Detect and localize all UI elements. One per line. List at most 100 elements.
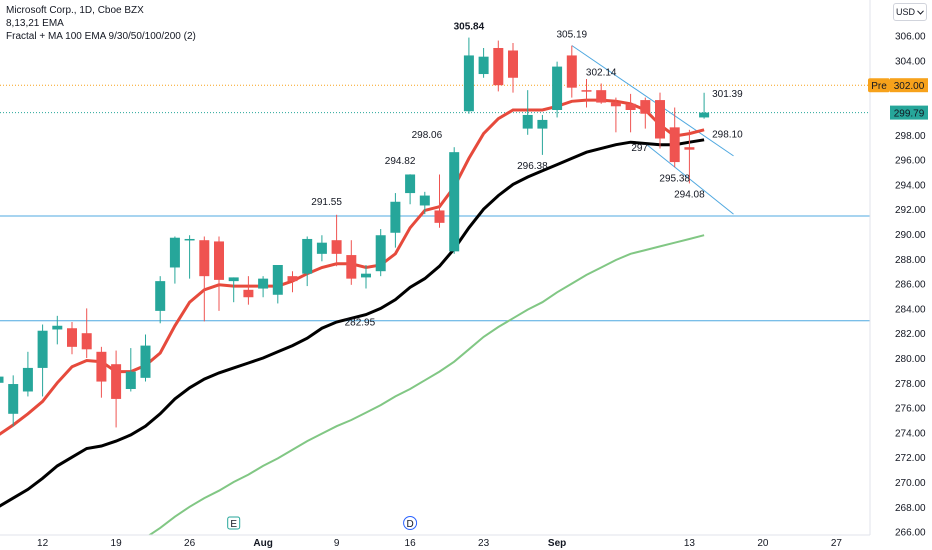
y-tick-label: 292.00: [895, 205, 926, 216]
y-tick-label: 270.00: [895, 478, 926, 489]
candle-body: [552, 66, 563, 110]
candle-body: [52, 325, 63, 330]
candle-body: [478, 56, 489, 75]
candle-body: [111, 364, 122, 399]
y-tick-label: 280.00: [895, 354, 926, 365]
candle: [346, 240, 357, 285]
y-tick-label: 276.00: [895, 404, 926, 415]
price-axis: 266.00 268.00 270.00 272.00 274.00 276.00 278.…: [868, 0, 928, 539]
candle: [258, 276, 269, 298]
candle: [405, 174, 416, 205]
candle: [449, 147, 460, 254]
y-tick-label: 286.00: [895, 280, 926, 291]
candle-body: [316, 242, 327, 254]
candle: [566, 45, 577, 98]
x-tick-label: Sep: [548, 538, 566, 549]
candle: [22, 351, 33, 397]
candle: [140, 334, 151, 382]
x-tick-label: 9: [334, 538, 340, 549]
dividend-marker-label: D: [406, 519, 413, 530]
price-annotation: 294.82: [385, 156, 416, 167]
currency-button[interactable]: USD: [893, 3, 927, 21]
price-annotation: 305.19: [557, 30, 588, 41]
candle: [596, 83, 607, 104]
candle-body: [405, 174, 416, 194]
candle: [684, 129, 695, 184]
candle: [361, 265, 371, 289]
last-price-tag-label: 299.79: [894, 109, 925, 120]
candle-body: [699, 112, 710, 118]
candle: [508, 43, 518, 93]
y-tick-label: 284.00: [895, 304, 926, 315]
candle-body: [96, 351, 107, 382]
candle: [434, 174, 445, 228]
candle: [81, 308, 92, 358]
channel-upper-line: [571, 45, 734, 157]
y-tick-label: 266.00: [895, 528, 926, 539]
candle-body: [346, 255, 357, 279]
candle-body: [287, 276, 298, 282]
candle-body: [67, 328, 77, 347]
x-tick-label: 20: [757, 538, 769, 549]
y-tick-label: 298.00: [895, 131, 926, 142]
candle-body: [199, 240, 210, 277]
price-annotation: 294.08: [674, 189, 705, 200]
candle-body: [566, 55, 577, 88]
candle: [228, 277, 239, 303]
candle-body: [184, 238, 195, 241]
price-annotation: 297: [631, 143, 648, 154]
candle-body: [258, 278, 269, 289]
candle: [390, 193, 401, 248]
candle-body: [375, 235, 386, 272]
candle: [581, 79, 592, 108]
candle: [478, 48, 489, 78]
candle: [302, 236, 313, 287]
pre-market-tag: [868, 78, 890, 93]
y-tick-label: 290.00: [895, 230, 926, 241]
candle: [52, 315, 63, 345]
price-annotation: 305.84: [454, 22, 485, 33]
candle-body: [610, 102, 621, 107]
y-tick-label: 294.00: [895, 180, 926, 191]
candle: [125, 348, 136, 392]
y-tick-label: 274.00: [895, 428, 926, 439]
x-tick-label: 26: [184, 538, 196, 549]
candle-body: [8, 384, 19, 414]
candle-body: [390, 201, 401, 233]
candle-body: [463, 55, 474, 112]
ema-black-line: [0, 138, 705, 508]
y-tick-label: 306.00: [895, 32, 926, 43]
candle-body: [537, 119, 548, 129]
candle: [522, 90, 533, 135]
x-tick-label: 23: [478, 538, 490, 549]
candle-body: [449, 152, 460, 252]
candle: [640, 97, 651, 129]
candle: [375, 229, 386, 277]
currency-label: USD: [895, 7, 915, 17]
candle-body: [596, 90, 607, 103]
ema-legend-line: 8,13,21 EMA: [6, 18, 64, 29]
candle-body: [214, 241, 224, 280]
candle-body: [625, 103, 636, 110]
y-tick-label: 268.00: [895, 503, 926, 514]
pre-price-tag: [890, 78, 928, 93]
candle: [37, 324, 48, 397]
candle-body: [640, 100, 651, 114]
y-tick-label: 282.00: [895, 329, 926, 340]
candle-body: [228, 277, 239, 282]
x-tick-label: 12: [37, 538, 49, 549]
candle: [184, 235, 195, 279]
candle: [199, 236, 210, 322]
candle: [552, 61, 563, 118]
candle-body: [419, 195, 430, 206]
candle-body: [434, 210, 445, 223]
price-annotation: 298.10: [712, 130, 743, 141]
candle: [493, 40, 504, 92]
time-axis: 12 19 26 Aug 9 16 23 Sep 13 20 27 E D: [0, 516, 870, 549]
candle-body: [331, 240, 342, 254]
x-tick-label: 16: [405, 538, 417, 549]
candle: [669, 107, 680, 168]
candle-body: [243, 289, 254, 298]
candle: [155, 276, 166, 324]
